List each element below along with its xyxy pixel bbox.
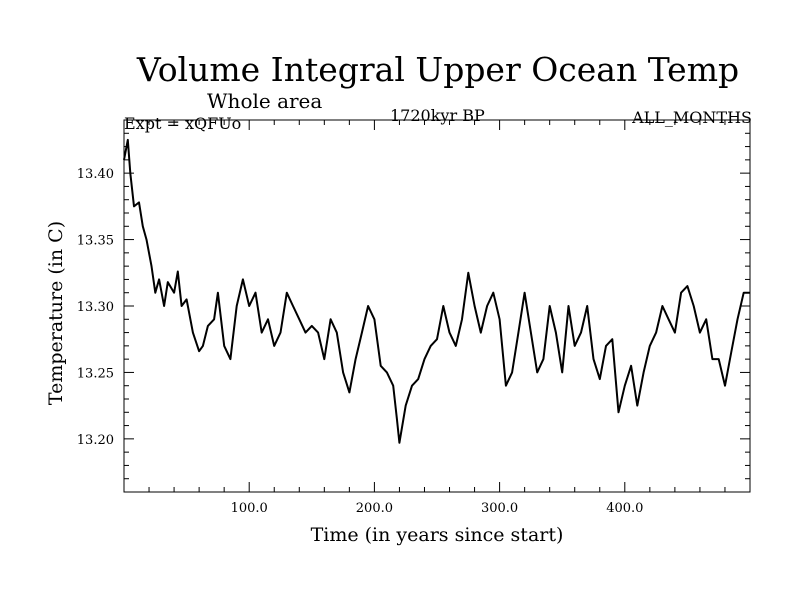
y-tick-label: 13.20	[77, 433, 114, 448]
y-tick-label: 13.35	[77, 234, 114, 249]
x-tick-label: 100.0	[231, 501, 268, 516]
chart-title: Volume Integral Upper Ocean Temp	[136, 50, 740, 89]
x-axis-label: Time (in years since start)	[310, 524, 564, 546]
axis-tick-labels: 100.0 200.0 300.0 400.0 13.20 13.25 13.30 13.35…	[77, 167, 644, 516]
y-tick-label: 13.30	[77, 300, 114, 315]
x-tick-label: 200.0	[356, 501, 393, 516]
months-label: ALL_MONTHS	[632, 108, 752, 127]
experiment-label: Expt = xQFUo	[124, 114, 242, 133]
x-tick-label: 300.0	[481, 501, 518, 516]
x-tick-label: 400.0	[606, 501, 643, 516]
y-tick-label: 13.40	[77, 167, 114, 182]
temperature-series-line	[123, 138, 750, 444]
plot-frame	[123, 119, 751, 493]
axis-ticks	[124, 120, 750, 492]
y-tick-label: 13.25	[77, 366, 114, 381]
chart-subtitle: Whole area	[207, 89, 323, 113]
